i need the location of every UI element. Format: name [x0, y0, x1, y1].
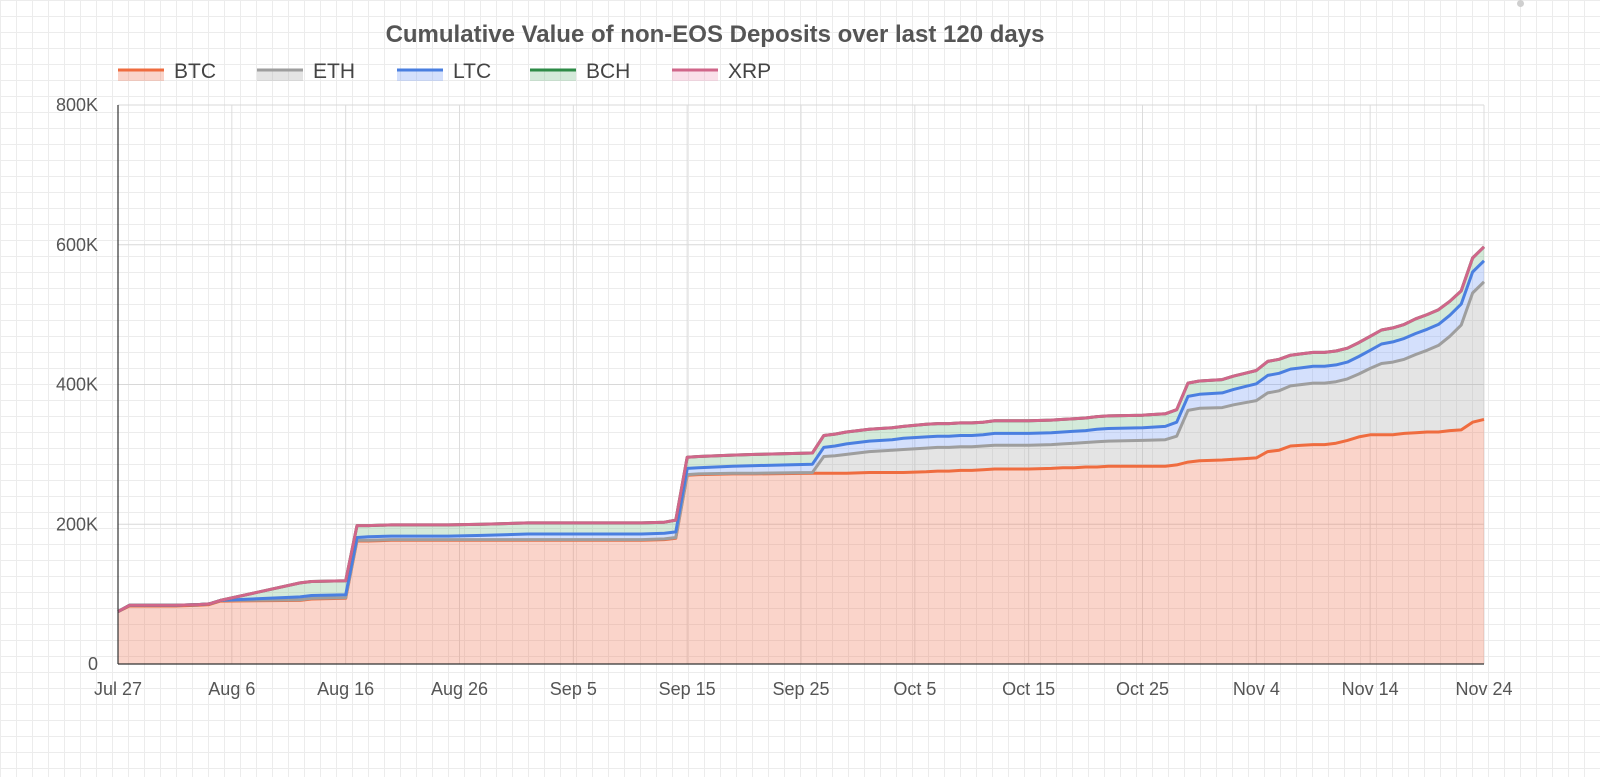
- legend-item-ltc: LTC: [397, 60, 491, 83]
- legend-swatch: [118, 70, 164, 81]
- y-axis-ticks: 0 200K 400K 600K 800K: [56, 95, 98, 674]
- legend-swatch: [530, 70, 576, 81]
- x-tick-label: Sep 5: [550, 679, 597, 699]
- chart-title: Cumulative Value of non-EOS Deposits ove…: [386, 21, 1045, 48]
- x-axis-ticks: Jul 27 Aug 6 Aug 16 Aug 26 Sep 5 Sep 15 Sep 25…: [94, 679, 1513, 699]
- chart-axes: [117, 105, 1484, 665]
- legend-swatch: [257, 70, 303, 81]
- x-tick-label: Oct 25: [1116, 679, 1169, 699]
- legend-label: ETH: [313, 60, 355, 83]
- corner-dot: [1517, 0, 1524, 7]
- area-eth: [118, 281, 1484, 612]
- legend-swatch: [397, 70, 443, 81]
- line-xrp: [117, 245, 1486, 613]
- x-tick-label: Sep 15: [659, 679, 716, 699]
- x-tick-label: Nov 14: [1342, 679, 1399, 699]
- y-tick-label: 800K: [56, 95, 98, 115]
- line-ltc: [117, 259, 1486, 613]
- legend-label: BTC: [174, 60, 216, 83]
- x-tick-label: Sep 25: [772, 679, 829, 699]
- x-tick-label: Nov 4: [1233, 679, 1280, 699]
- series-lines: [117, 245, 1486, 613]
- y-tick-label: 600K: [56, 235, 98, 255]
- x-tick-label: Aug 26: [431, 679, 488, 699]
- series-areas: [118, 246, 1484, 664]
- x-tick-label: Aug 16: [317, 679, 374, 699]
- x-tick-label: Aug 6: [208, 679, 255, 699]
- legend-swatch: [672, 70, 718, 81]
- legend-label: BCH: [586, 60, 630, 83]
- x-tick-label: Nov 24: [1455, 679, 1512, 699]
- legend-item-bch: BCH: [530, 60, 630, 83]
- legend-item-btc: BTC: [118, 60, 216, 83]
- x-tick-label: Oct 15: [1002, 679, 1055, 699]
- y-tick-label: 400K: [56, 375, 98, 395]
- y-tick-label: 200K: [56, 514, 98, 534]
- chart-gridlines: [118, 104, 1485, 664]
- y-tick-label: 0: [88, 654, 98, 674]
- legend-label: LTC: [453, 60, 491, 83]
- x-tick-label: Oct 5: [893, 679, 936, 699]
- legend-item-eth: ETH: [257, 60, 355, 83]
- legend-item-xrp: XRP: [672, 60, 771, 83]
- chart-legend: BTC ETH LTC BCH XRP: [118, 60, 771, 83]
- x-tick-label: Jul 27: [94, 679, 142, 699]
- area-btc: [118, 419, 1484, 664]
- line-eth: [117, 280, 1486, 613]
- legend-label: XRP: [728, 60, 771, 83]
